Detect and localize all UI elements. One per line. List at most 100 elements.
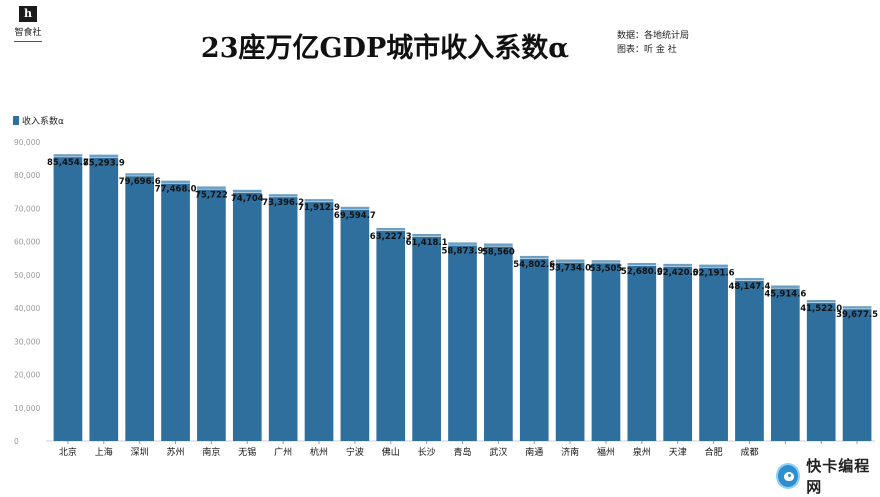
- x-tick-label: 无锡: [238, 447, 256, 458]
- bar-cap: [842, 306, 872, 309]
- bar-value-label: 53,505: [590, 264, 623, 274]
- bar-cap: [268, 194, 298, 197]
- y-tick-label: 40,000: [14, 304, 40, 313]
- bar-cap: [770, 285, 800, 288]
- bar: [53, 157, 83, 442]
- y-tick-label: 70,000: [14, 204, 40, 213]
- bar-value-label: 39,677.5: [836, 310, 878, 320]
- brand-logo: h 智食社: [6, 6, 50, 42]
- bar-cap: [340, 206, 370, 210]
- bar: [197, 189, 226, 441]
- bar-cap: [161, 180, 190, 184]
- bar-value-label: 77,468.0: [155, 185, 197, 195]
- bar-cap: [412, 233, 441, 237]
- x-tick-label: 上海: [95, 446, 113, 458]
- data-source: 数据：各地统计局: [617, 31, 690, 41]
- bar: [268, 197, 298, 441]
- bar-value-label: 53,734.0: [549, 263, 591, 273]
- bar: [842, 309, 872, 441]
- watermark-text: 快卡编程网: [806, 457, 871, 496]
- bar-cap: [806, 300, 836, 303]
- bar-value-label: 41,522.0: [800, 304, 842, 314]
- x-tick-label: 福州: [597, 446, 615, 458]
- x-tick-label: 佛山: [382, 446, 400, 458]
- bar-value-label: 52,191.6: [693, 269, 735, 279]
- bar-value-label: 48,147.4: [728, 282, 770, 292]
- watermark: 快卡编程网: [776, 455, 880, 497]
- x-tick-label: 深圳: [131, 447, 149, 458]
- bar-value-label: 63,227.3: [370, 232, 412, 242]
- bar: [161, 183, 190, 441]
- y-tick-label: 20,000: [14, 371, 40, 380]
- bar-cap: [555, 259, 585, 262]
- bar: [340, 209, 370, 441]
- bar-cap: [627, 262, 657, 266]
- bar-value-label: 85,454.7: [47, 158, 89, 168]
- y-tick-label: 10,000: [14, 404, 40, 413]
- bar: [125, 176, 155, 442]
- bar-cap: [591, 260, 621, 263]
- bar: [591, 263, 621, 441]
- bar-value-label: 75,722: [195, 190, 228, 200]
- x-tick-label: 广州: [274, 446, 292, 458]
- logo-text: 智食社: [14, 28, 42, 38]
- x-tick-label: 宁波: [346, 446, 364, 458]
- bar-cap: [735, 278, 764, 281]
- bar: [699, 267, 728, 441]
- x-tick-label: 成都: [740, 446, 758, 458]
- bar-value-label: 52,680.0: [621, 267, 663, 277]
- y-tick-label: 80,000: [14, 171, 40, 180]
- bar-value-label: 79,696.6: [119, 177, 161, 187]
- bar: [770, 288, 800, 441]
- bar-value-label: 71,912.9: [298, 203, 340, 213]
- logo-underline: [14, 41, 42, 42]
- bar: [89, 157, 119, 441]
- bar-cap: [304, 199, 334, 202]
- bar-value-label: 45,914.6: [764, 289, 806, 299]
- x-tick-label: 天津: [669, 447, 687, 458]
- bar-cap: [448, 242, 477, 245]
- bar-value-label: 52,420.0: [657, 268, 699, 278]
- bar-value-label: 61,418.1: [406, 238, 448, 248]
- bar: [412, 236, 441, 441]
- x-tick-label: 武汉: [489, 446, 507, 458]
- chart-legend: 收入系数α: [13, 114, 64, 127]
- chart-meta: 数据：各地统计局 图表：听 金 社: [617, 29, 689, 57]
- y-tick-label: 90,000: [14, 138, 40, 147]
- y-tick-label: 30,000: [14, 337, 40, 346]
- bar-value-label: 58,560: [482, 247, 515, 257]
- bar-value-label: 58,873.9: [442, 246, 484, 256]
- logo-mark: h: [19, 6, 37, 22]
- bar-value-label: 85,293.9: [83, 159, 125, 169]
- bar-cap: [232, 189, 262, 193]
- x-tick-label: 济南: [561, 446, 579, 458]
- bar: [627, 265, 657, 441]
- x-tick-label: 泉州: [633, 446, 651, 458]
- bar-value-label: 74,704: [231, 194, 264, 204]
- x-tick-label: 南通: [525, 446, 543, 458]
- bar: [663, 266, 693, 441]
- legend-label: 收入系数α: [22, 117, 64, 127]
- chart-author: 图表：听 金 社: [617, 45, 677, 55]
- bar-value-label: 73,396.2: [262, 198, 304, 208]
- watermark-ghost-icon: [776, 463, 801, 489]
- bar: [806, 303, 836, 441]
- y-tick-label: 0: [14, 437, 19, 446]
- bar: [304, 202, 334, 441]
- bar: [448, 245, 477, 441]
- bar-cap: [484, 243, 513, 246]
- bar-value-label: 54,802.6: [513, 260, 555, 270]
- x-tick-label: 北京: [59, 446, 77, 458]
- y-tick-label: 50,000: [14, 271, 40, 280]
- legend-swatch: [13, 116, 19, 125]
- bar-cap: [125, 173, 155, 176]
- y-tick-label: 60,000: [14, 238, 40, 247]
- bar: [484, 246, 513, 441]
- bar-cap: [376, 227, 406, 231]
- x-tick-label: 杭州: [310, 446, 328, 458]
- bar-cap: [663, 263, 693, 267]
- bar-cap: [89, 154, 119, 158]
- bar: [555, 262, 585, 441]
- bar-cap: [53, 154, 83, 157]
